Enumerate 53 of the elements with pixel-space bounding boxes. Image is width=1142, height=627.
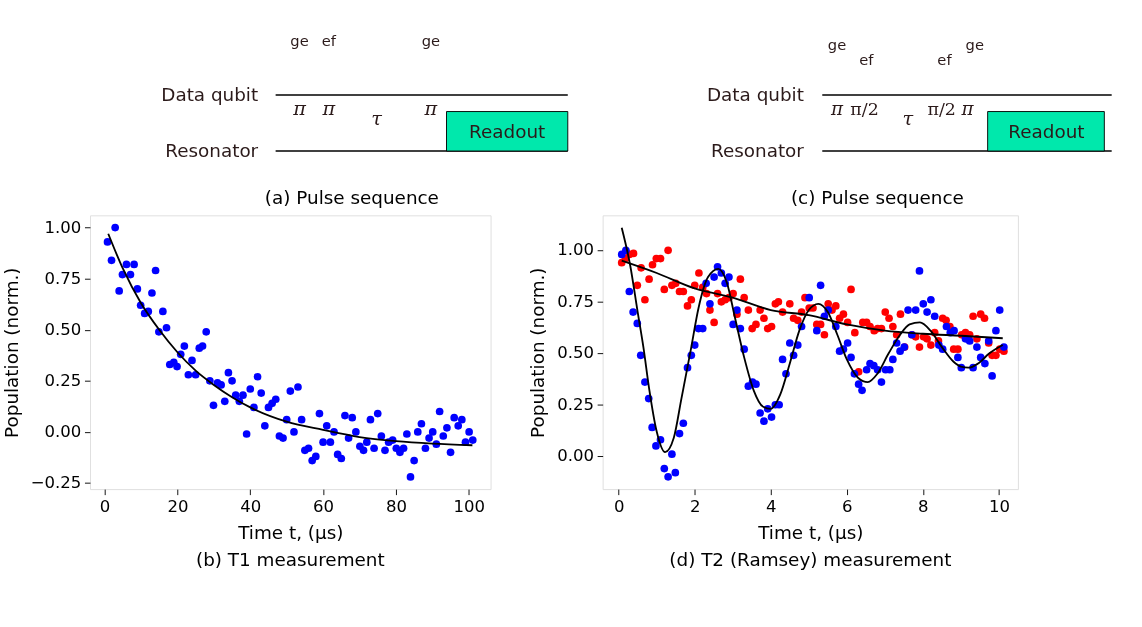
text: ge <box>290 32 309 50</box>
text: Resonator <box>711 139 805 161</box>
y-tick-label: −0.25 <box>30 473 82 493</box>
text: ef <box>859 50 875 68</box>
y-tick-label: 0.25 <box>44 370 82 390</box>
y-tick-label: 0.00 <box>557 446 594 466</box>
text: Resonator <box>165 139 259 161</box>
x-tick-label: 10 <box>988 496 1010 516</box>
text: ge <box>827 35 847 53</box>
text: π <box>321 97 336 121</box>
text: π <box>423 97 438 121</box>
text: (d) T2 (Ramsey) measurement <box>669 549 952 571</box>
text: Readout <box>1008 121 1085 143</box>
text: π <box>960 98 975 120</box>
x-tick-label: 4 <box>765 496 777 516</box>
x-axis-title: Time t, (μs) <box>237 522 344 544</box>
x-tick-label: 0 <box>613 496 625 516</box>
text: π/2 <box>927 99 956 120</box>
x-tick-label: 100 <box>453 496 485 516</box>
x-tick-label: 2 <box>689 496 701 516</box>
y-tick-label: 1.00 <box>44 217 82 237</box>
text: τ <box>902 107 914 131</box>
y-tick-label: 0.50 <box>557 343 594 363</box>
x-tick-label: 60 <box>313 496 335 516</box>
y-tick-label: 0.25 <box>557 394 594 414</box>
x-tick-label: 80 <box>385 496 407 516</box>
text: Data qubit <box>706 83 804 105</box>
y-tick-label: 1.00 <box>557 240 594 260</box>
text: Data qubit <box>161 83 259 105</box>
x-tick-label: 20 <box>167 496 189 516</box>
text: (b) T1 measurement <box>196 549 385 571</box>
y-tick-label: 0.75 <box>557 291 594 311</box>
x-tick-label: 6 <box>842 496 853 516</box>
text: (a) Pulse sequence <box>264 187 439 209</box>
text: Readout <box>469 121 546 143</box>
text: π <box>292 97 307 121</box>
text: ef <box>937 50 953 68</box>
y-axis-title: Population (norm.) <box>0 267 22 438</box>
x-tick-label: 8 <box>918 496 929 516</box>
text: (c) Pulse sequence <box>790 187 964 209</box>
y-tick-label: 0.00 <box>44 421 82 441</box>
text: π/2 <box>850 99 879 120</box>
y-tick-label: 0.75 <box>44 268 82 288</box>
x-tick-label: 0 <box>99 496 111 516</box>
text: ge <box>421 32 441 50</box>
y-axis-title: Population (norm.) <box>527 267 549 438</box>
x-axis-title: Time t, (μs) <box>757 522 864 544</box>
text: ef <box>321 32 337 50</box>
text: π <box>829 98 844 120</box>
y-tick-label: 0.50 <box>44 319 82 339</box>
text: τ <box>371 107 383 131</box>
text: ge <box>965 35 984 53</box>
x-tick-label: 40 <box>240 496 262 516</box>
